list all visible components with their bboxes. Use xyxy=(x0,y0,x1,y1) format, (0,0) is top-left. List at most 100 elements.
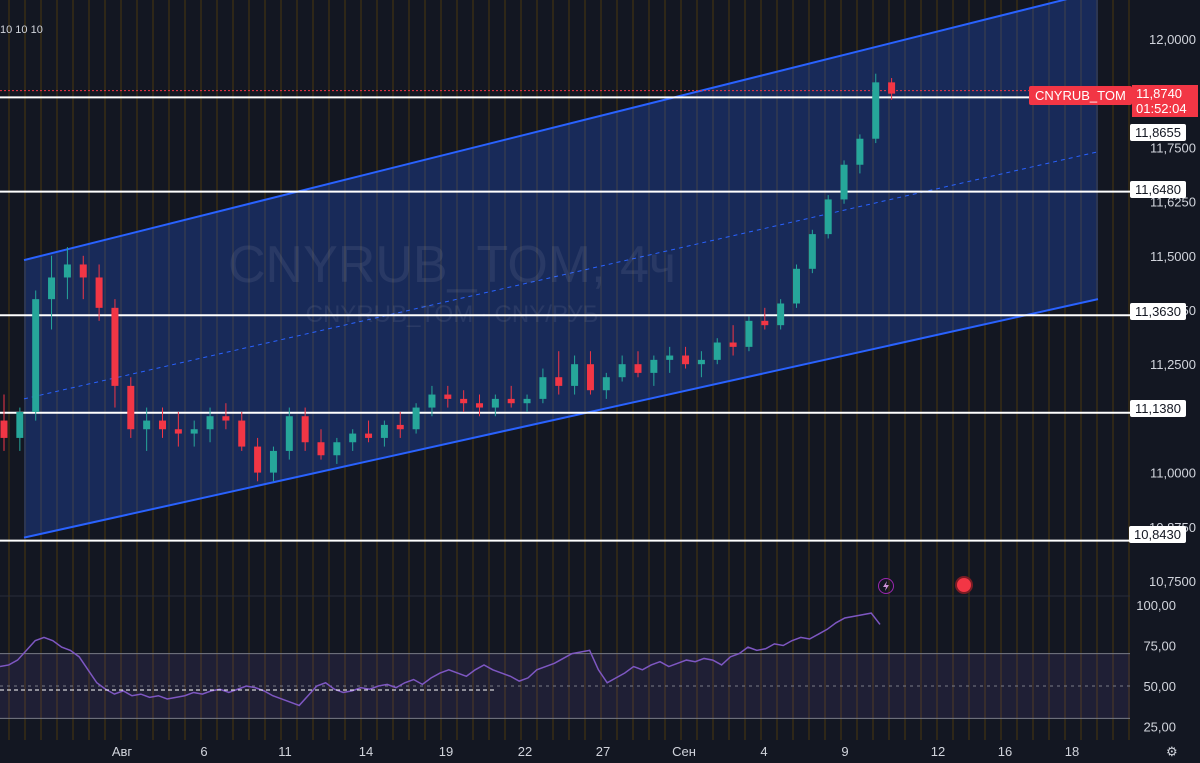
channel-upper xyxy=(23,0,1068,262)
session-stripe xyxy=(392,0,394,740)
session-stripe xyxy=(792,0,794,740)
session-stripe xyxy=(984,0,986,740)
candle-body xyxy=(206,416,214,430)
session-stripe xyxy=(664,0,666,740)
level-label-3: 11,3630 xyxy=(1129,303,1186,320)
candle-body xyxy=(333,442,341,456)
session-stripe xyxy=(744,0,746,740)
candle-body xyxy=(523,398,531,404)
watermark-title: CNYRUB_TOM, 4ч xyxy=(228,236,676,294)
candle-body xyxy=(317,442,325,456)
rsi-band xyxy=(0,653,1130,719)
x-tick-label: 11 xyxy=(278,744,292,759)
session-stripe xyxy=(40,0,42,740)
session-stripe xyxy=(344,0,346,740)
rsi-line xyxy=(0,612,881,707)
session-stripe xyxy=(104,0,106,740)
candle-body xyxy=(476,403,483,408)
session-stripe xyxy=(280,0,282,740)
session-stripe xyxy=(184,0,186,740)
candle-body xyxy=(460,398,468,404)
y-tick-label: 11,0000 xyxy=(1150,466,1196,481)
x-tick-label: Сен xyxy=(672,744,696,759)
session-stripe xyxy=(216,0,218,740)
session-stripe xyxy=(472,0,474,740)
candle-body xyxy=(777,303,785,326)
session-stripe xyxy=(920,0,922,740)
session-stripe xyxy=(568,0,570,740)
candle-body xyxy=(174,429,182,434)
session-stripe xyxy=(584,0,586,740)
session-stripe xyxy=(152,0,154,740)
candle-body xyxy=(872,82,880,139)
candle-body xyxy=(729,342,737,347)
candle-body xyxy=(63,264,71,278)
level-label-1: 11,8655 xyxy=(1129,124,1186,141)
session-stripe xyxy=(1048,0,1050,740)
candle-body xyxy=(745,320,753,347)
session-stripe xyxy=(712,0,714,740)
candle-body xyxy=(48,277,56,300)
candle-body xyxy=(0,420,8,438)
candle-body xyxy=(444,394,452,399)
session-stripe xyxy=(1016,0,1018,740)
candle-body xyxy=(159,420,166,430)
session-stripe xyxy=(232,0,234,740)
session-stripe xyxy=(296,0,298,740)
x-tick-label: 12 xyxy=(931,744,945,759)
session-stripe xyxy=(888,0,890,740)
session-stripe xyxy=(696,0,698,740)
session-stripe xyxy=(88,0,90,740)
countdown: 01:52:04 xyxy=(1136,101,1187,116)
candle-body xyxy=(190,429,198,434)
current-price: 11,8740 xyxy=(1136,86,1183,101)
lightning-icon[interactable] xyxy=(878,578,894,594)
candle-body xyxy=(491,398,499,408)
record-icon[interactable] xyxy=(957,578,971,592)
session-stripe xyxy=(1096,0,1098,740)
candle-body xyxy=(507,398,515,404)
candle-body xyxy=(634,364,642,373)
session-stripe xyxy=(168,0,170,740)
session-stripe xyxy=(456,0,458,740)
candle-body xyxy=(856,138,864,165)
session-stripe xyxy=(840,0,842,740)
session-stripe xyxy=(248,0,250,740)
candle-body xyxy=(586,364,594,391)
session-stripe xyxy=(440,0,442,740)
candles xyxy=(0,73,896,482)
session-stripe xyxy=(24,0,26,740)
session-stripe xyxy=(328,0,330,740)
rsi-tick-label: 25,00 xyxy=(1143,720,1176,735)
session-stripe xyxy=(1128,0,1130,740)
candle-body xyxy=(79,264,87,278)
rsi-tick-label: 100,00 xyxy=(1136,598,1176,613)
x-tick-label: 16 xyxy=(998,744,1012,759)
candle-body xyxy=(824,199,832,235)
candle-body xyxy=(349,433,357,443)
session-stripe xyxy=(72,0,74,740)
x-tick-label: 6 xyxy=(200,744,207,759)
candle-body xyxy=(396,424,404,430)
candle-body xyxy=(127,385,135,430)
candle-body xyxy=(650,359,658,373)
x-tick-label: 27 xyxy=(596,744,610,759)
session-stripe xyxy=(504,0,506,740)
session-stripe xyxy=(952,0,954,740)
candle-body xyxy=(793,268,800,304)
session-stripe xyxy=(200,0,202,740)
session-stripe xyxy=(808,0,810,740)
channel-lower xyxy=(23,298,1099,539)
candle-body xyxy=(301,416,309,443)
rsi-tick-label: 75,00 xyxy=(1143,639,1176,654)
settings-icon[interactable]: ⚙ xyxy=(1166,744,1178,759)
session-stripe xyxy=(536,0,538,740)
x-tick-label: 4 xyxy=(760,744,767,759)
candle-body xyxy=(571,364,579,386)
candle-body xyxy=(697,359,705,365)
x-tick-label: 19 xyxy=(439,744,453,759)
y-tick-label: 11,7500 xyxy=(1150,140,1196,155)
symbol-tag: CNYRUB_TOM xyxy=(1029,86,1132,105)
